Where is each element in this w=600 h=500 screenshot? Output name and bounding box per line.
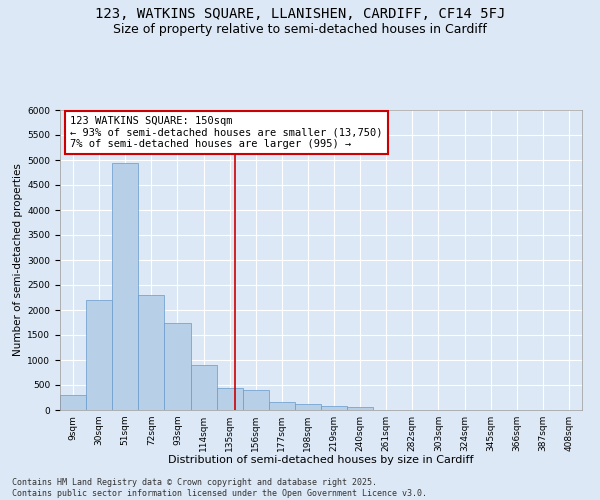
Bar [164,322,191,410]
Bar [86,300,112,410]
Bar [217,388,242,410]
Bar [347,407,373,410]
Bar [112,162,139,410]
Y-axis label: Number of semi-detached properties: Number of semi-detached properties [13,164,23,356]
Text: 123 WATKINS SQUARE: 150sqm
← 93% of semi-detached houses are smaller (13,750)
7%: 123 WATKINS SQUARE: 150sqm ← 93% of semi… [70,116,383,149]
Bar [191,365,217,410]
Text: Size of property relative to semi-detached houses in Cardiff: Size of property relative to semi-detach… [113,22,487,36]
Bar [60,395,86,410]
Text: Contains HM Land Registry data © Crown copyright and database right 2025.
Contai: Contains HM Land Registry data © Crown c… [12,478,427,498]
Text: 123, WATKINS SQUARE, LLANISHEN, CARDIFF, CF14 5FJ: 123, WATKINS SQUARE, LLANISHEN, CARDIFF,… [95,8,505,22]
Bar [295,404,321,410]
Bar [243,390,269,410]
X-axis label: Distribution of semi-detached houses by size in Cardiff: Distribution of semi-detached houses by … [168,456,474,466]
Bar [321,406,347,410]
Bar [139,295,164,410]
Bar [269,402,295,410]
